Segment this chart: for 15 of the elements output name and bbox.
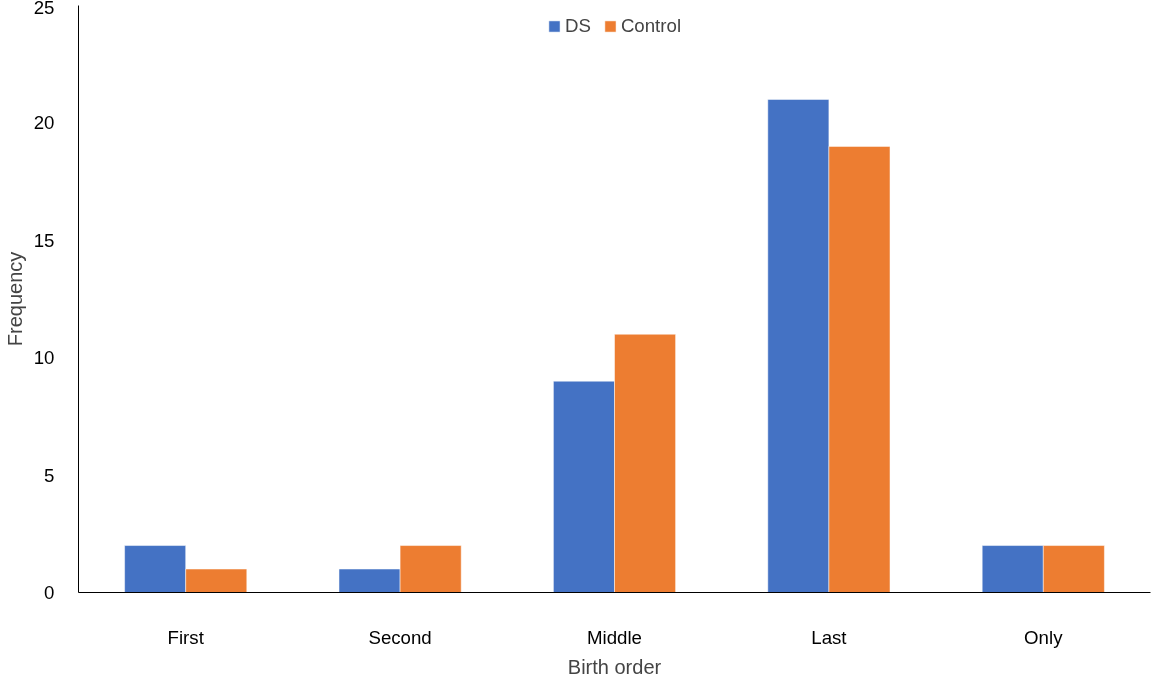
x-tick-label: Middle <box>587 626 642 648</box>
y-tick-label: 10 <box>33 347 55 369</box>
x-tick-label: Last <box>811 626 848 648</box>
y-tick-label: 15 <box>33 229 55 251</box>
y-tick-label: 0 <box>44 582 55 603</box>
y-tick-label: 25 <box>33 0 55 18</box>
legend-label: DS <box>564 15 591 37</box>
y-tick-label: 20 <box>33 112 55 134</box>
x-axis-title: Birth order <box>567 655 662 678</box>
y-tick-label: 5 <box>44 464 55 486</box>
y-axis-title: Frequency <box>3 251 26 347</box>
x-tick-label: Second <box>368 626 432 648</box>
x-tick-label: Only <box>1024 626 1064 648</box>
legend-label: Control <box>620 15 682 37</box>
x-tick-label: First <box>167 626 205 648</box>
